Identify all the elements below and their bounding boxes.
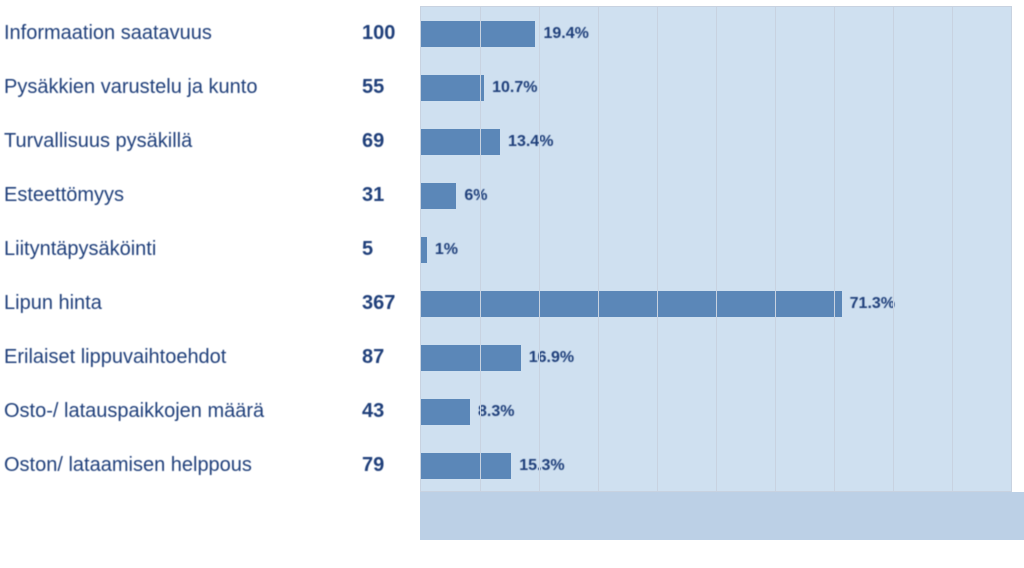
percent-label: 10.7%: [492, 79, 537, 97]
gridline: [657, 7, 658, 491]
gridline: [480, 7, 481, 491]
count-value: 55: [360, 76, 384, 99]
gridline: [1011, 7, 1012, 491]
percent-label: 1%: [435, 241, 458, 259]
bar: [421, 129, 500, 155]
bar: [421, 183, 456, 209]
bar: [421, 75, 484, 101]
bar: [421, 291, 842, 317]
percent-label: 8.3%: [478, 403, 514, 421]
percent-label: 16.9%: [529, 349, 574, 367]
plot-column: 19.4% 10.7% 13.4% 6% 1% 71.3% 16.9% 8.3% 15.3%: [420, 0, 1012, 568]
bar: [421, 453, 511, 479]
count-value: 79: [360, 454, 384, 477]
percent-label: 15.3%: [519, 457, 564, 475]
category-label: Erilaiset lippuvaihtoehdot: [0, 346, 226, 369]
percent-label: 13.4%: [508, 133, 553, 151]
count-value: 100: [360, 22, 395, 45]
percent-label: 6%: [464, 187, 487, 205]
category-label: Informaation saatavuus: [0, 22, 212, 45]
bar: [421, 345, 521, 371]
gridline: [893, 7, 894, 491]
bar: [421, 237, 427, 263]
bar: [421, 399, 470, 425]
category-label: Osto-/ latauspaikkojen määrä: [0, 400, 264, 423]
gridline: [539, 7, 540, 491]
plot-area: 19.4% 10.7% 13.4% 6% 1% 71.3% 16.9% 8.3% 15.3%: [420, 6, 1012, 492]
percent-label: 19.4%: [543, 25, 588, 43]
percent-label: 71.3%: [850, 295, 895, 313]
gridline: [952, 7, 953, 491]
category-label: Liityntäpysäköinti: [0, 238, 156, 261]
category-label: Turvallisuus pysäkillä: [0, 130, 192, 153]
count-values-column: 100 55 69 31 5 367 87 43 79: [360, 0, 420, 568]
category-label: Esteettömyys: [0, 184, 124, 207]
category-label: Oston/ lataamisen helppous: [0, 454, 252, 477]
count-value: 87: [360, 346, 384, 369]
category-label: Lipun hinta: [0, 292, 102, 315]
gridline: [598, 7, 599, 491]
bar: [421, 21, 535, 47]
gridline: [716, 7, 717, 491]
count-value: 31: [360, 184, 384, 207]
count-value: 43: [360, 400, 384, 423]
count-value: 367: [360, 292, 395, 315]
gridline: [775, 7, 776, 491]
count-value: 69: [360, 130, 384, 153]
survey-bar-chart: Informaation saatavuus Pysäkkien varustel…: [0, 0, 1024, 568]
category-label: Pysäkkien varustelu ja kunto: [0, 76, 257, 99]
gridline: [834, 7, 835, 491]
x-axis-band: [420, 492, 1024, 540]
count-value: 5: [360, 238, 373, 261]
category-labels-column: Informaation saatavuus Pysäkkien varustel…: [0, 0, 360, 568]
